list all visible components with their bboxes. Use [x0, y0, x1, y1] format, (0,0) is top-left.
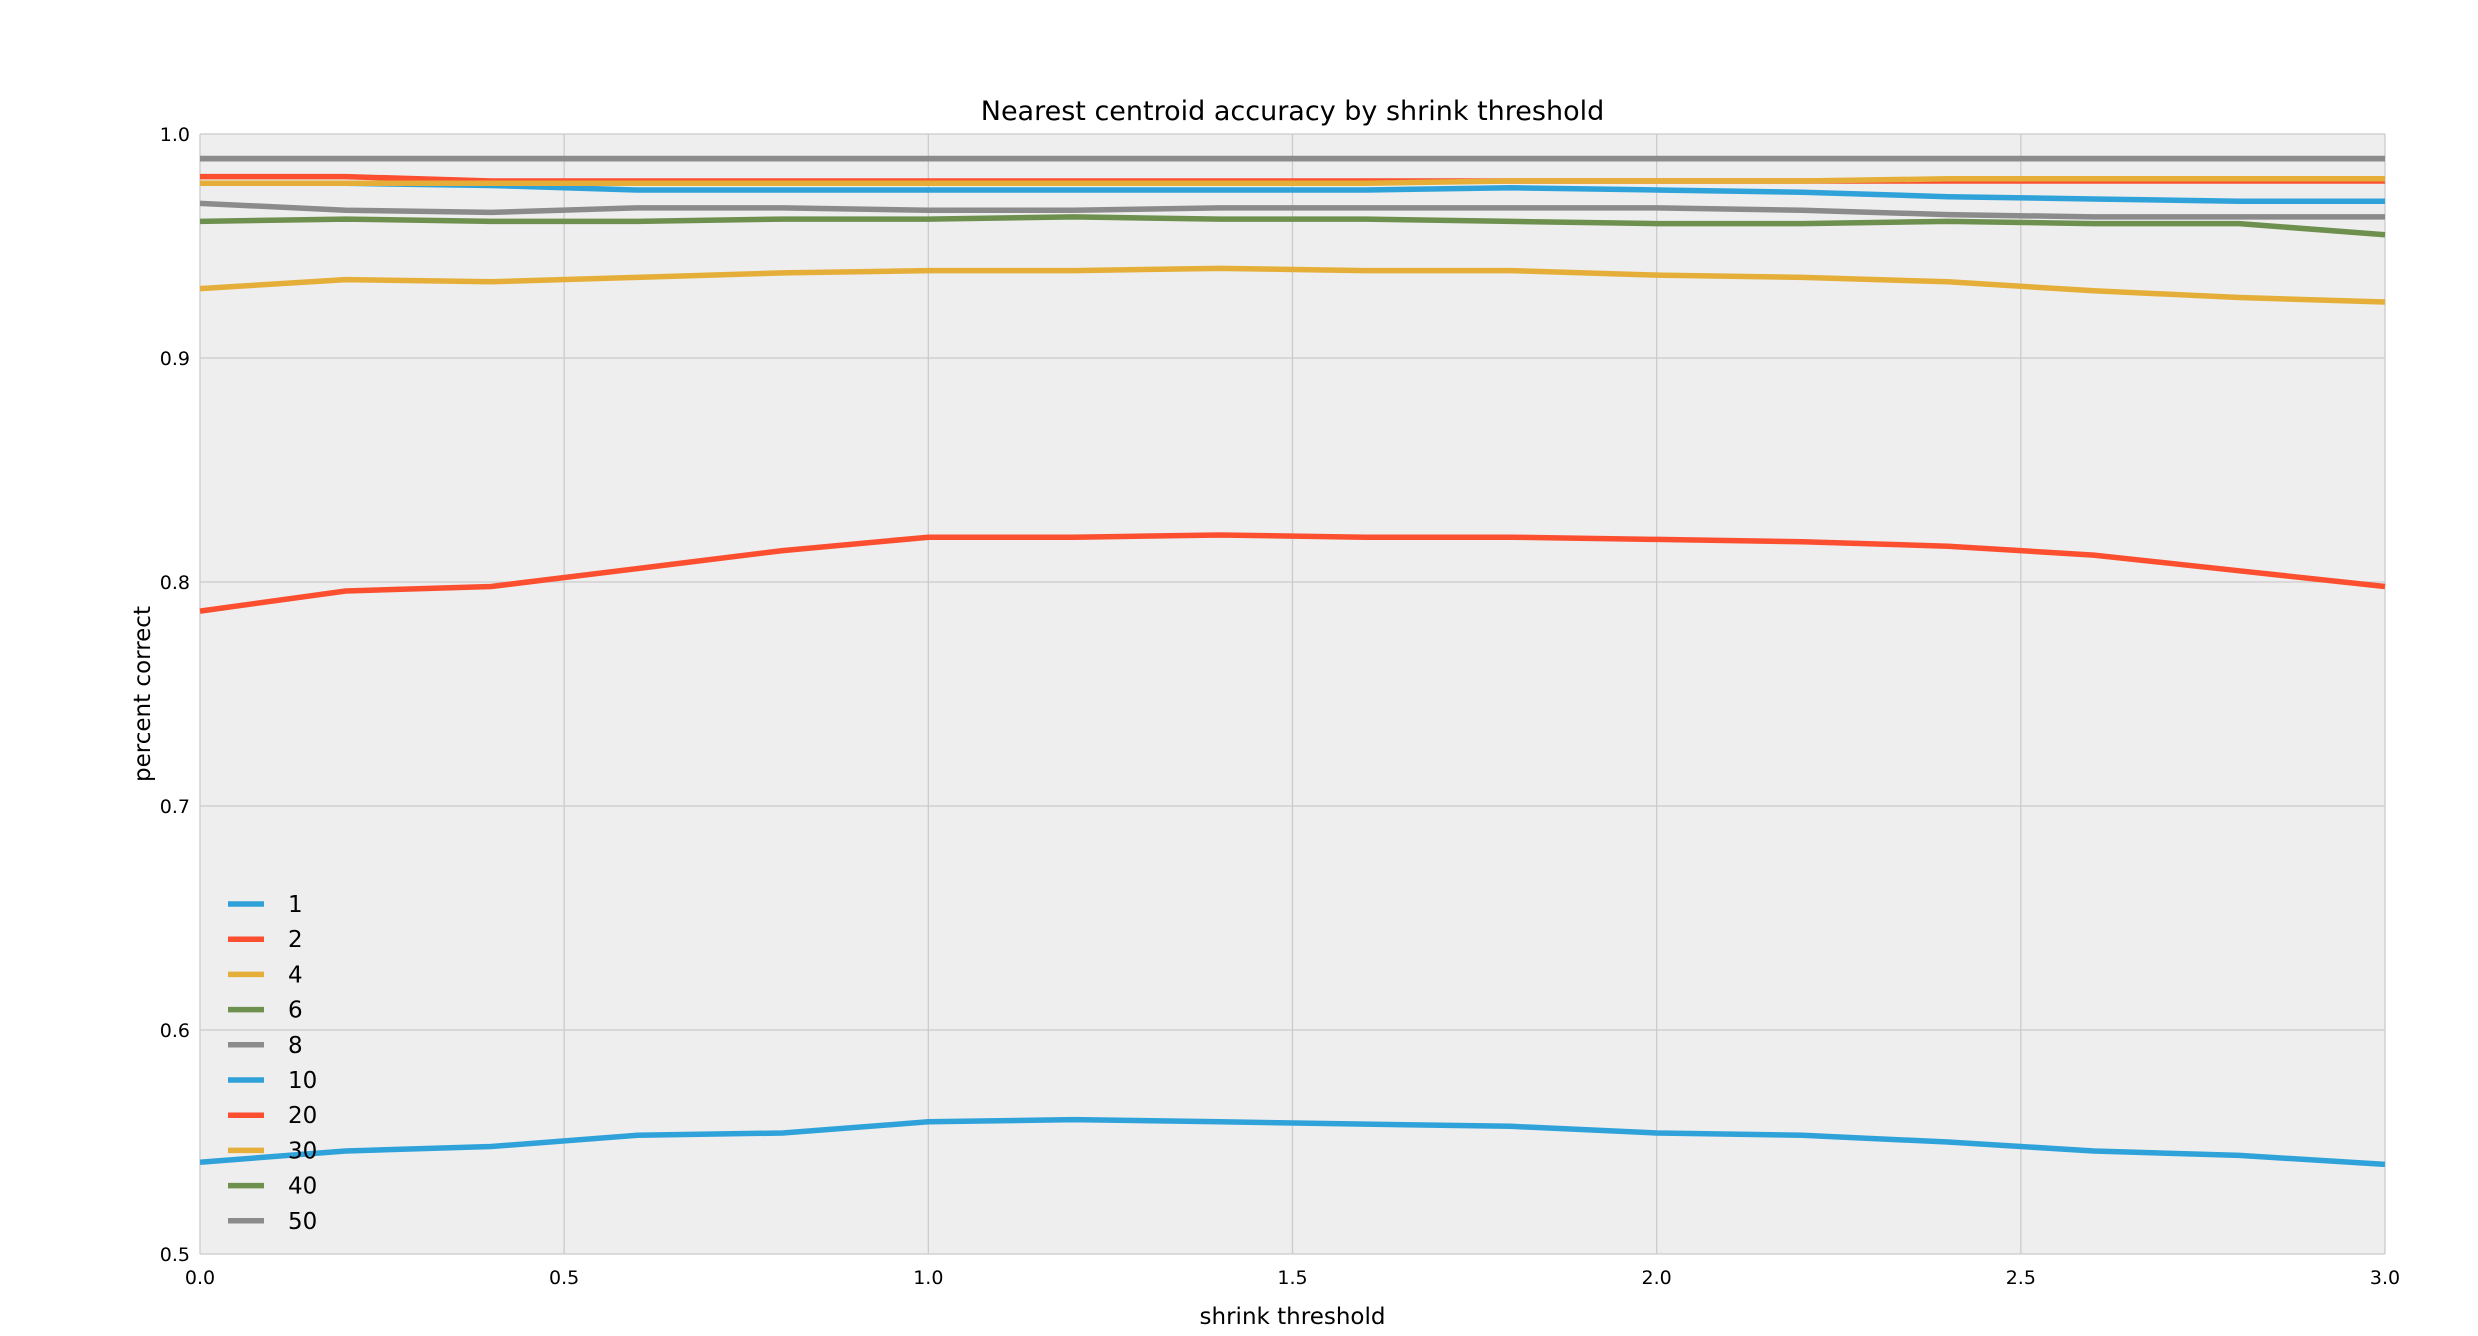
- x-tick-label: 2.5: [2006, 1267, 2036, 1289]
- legend-label-40: 40: [288, 1174, 317, 1200]
- legend-label-30: 30: [288, 1138, 317, 1164]
- y-tick-label: 0.7: [160, 796, 190, 818]
- y-tick-label: 0.8: [160, 572, 190, 594]
- y-axis-ticks: 0.5 0.6 0.7 0.8 0.9 1.0: [160, 124, 190, 1266]
- legend-label-20: 20: [288, 1103, 317, 1129]
- legend-label-1: 1: [288, 892, 303, 918]
- y-tick-label: 1.0: [160, 124, 190, 146]
- legend-label-2: 2: [288, 927, 303, 953]
- x-tick-label: 0.0: [185, 1267, 215, 1289]
- legend-label-4: 4: [288, 962, 303, 988]
- legend-label-8: 8: [288, 1033, 303, 1059]
- y-tick-label: 0.5: [160, 1244, 190, 1266]
- legend-label-10: 10: [288, 1068, 317, 1094]
- series-line-4: [199, 265, 2386, 305]
- series-line-1: [199, 1116, 2386, 1168]
- x-tick-label: 2.0: [1642, 1267, 1672, 1289]
- legend-label-50: 50: [288, 1209, 317, 1235]
- x-tick-label: 1.0: [913, 1267, 943, 1289]
- y-axis-label: percent correct: [130, 606, 156, 782]
- y-tick-label: 0.6: [160, 1020, 190, 1042]
- x-tick-label: 1.5: [1277, 1267, 1307, 1289]
- legend: 1 2 4 6 8 10 20 30 40 50: [228, 892, 317, 1235]
- series-line-30: [200, 176, 2385, 187]
- legend-label-6: 6: [288, 998, 303, 1024]
- x-axis-label: shrink threshold: [1200, 1304, 1386, 1330]
- x-tick-label: 0.5: [549, 1267, 579, 1289]
- series-line-8: [199, 200, 2385, 220]
- x-axis-ticks: 0.0 0.5 1.0 1.5 2.0 2.5 3.0: [185, 1267, 2400, 1289]
- y-tick-label: 0.9: [160, 348, 190, 370]
- series-lines: [199, 155, 2386, 1168]
- x-tick-label: 3.0: [2370, 1267, 2400, 1289]
- series-line-2: [199, 532, 2386, 614]
- chart-title: Nearest centroid accuracy by shrink thre…: [981, 96, 1604, 127]
- series-line-6: [199, 214, 2386, 238]
- series-line-10: [200, 180, 2385, 204]
- grid-lines: [199, 133, 2386, 1255]
